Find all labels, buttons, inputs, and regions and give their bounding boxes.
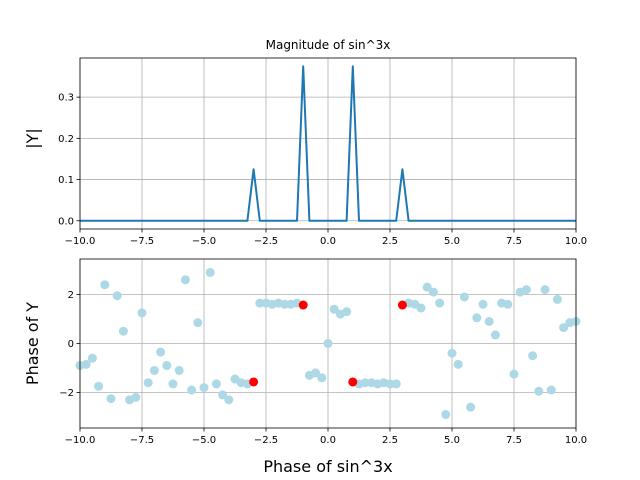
phase-point-s0-68 bbox=[521, 285, 531, 295]
phase-xtick-label-1: −7.5 bbox=[130, 435, 154, 446]
phase-point-s0-74 bbox=[559, 323, 569, 333]
phase-point-s0-47 bbox=[385, 379, 395, 389]
magnitude-series-line-0 bbox=[80, 65, 576, 222]
phase-point-s0-32 bbox=[280, 299, 290, 309]
phase-point-s0-69 bbox=[528, 351, 538, 361]
phase-point-s0-70 bbox=[534, 386, 544, 396]
phase-point-s0-71 bbox=[540, 285, 550, 295]
magnitude-ytick-label-0: 0.0 bbox=[58, 216, 74, 227]
phase-ytick-label-0: −2 bbox=[59, 388, 74, 399]
phase-xtick-label-7: 7.5 bbox=[506, 435, 522, 446]
magnitude-panel: Magnitude of sin^3x |Y| −10.0 −7.5 −5.0 −2.… bbox=[23, 38, 587, 247]
phase-point-s0-39 bbox=[329, 304, 339, 314]
magnitude-ytick-label-2: 0.2 bbox=[58, 134, 74, 145]
phase-point-s0-52 bbox=[422, 282, 432, 292]
magnitude-ytick-label-3: 0.3 bbox=[58, 93, 74, 104]
phase-point-s1-0 bbox=[249, 377, 259, 387]
phase-xlabel: Phase of sin^3x bbox=[263, 457, 392, 476]
phase-xtick-label-2: −5.0 bbox=[192, 435, 216, 446]
phase-xtick-label-4: 0.0 bbox=[320, 435, 336, 446]
magnitude-ylabel: |Y| bbox=[23, 128, 42, 149]
phase-point-s0-53 bbox=[428, 287, 438, 297]
magnitude-xtick-label-7: 7.5 bbox=[506, 236, 522, 247]
phase-point-s0-9 bbox=[131, 392, 141, 402]
phase-point-s0-5 bbox=[106, 394, 116, 404]
phase-point-s0-13 bbox=[156, 347, 166, 357]
phase-point-s1-3 bbox=[397, 300, 407, 310]
phase-point-s0-73 bbox=[552, 294, 562, 304]
phase-panel: Phase of sin^3x Phase of Y −10.0 −7.5 −5.0… bbox=[23, 258, 587, 476]
phase-xtick-label-3: −2.5 bbox=[254, 435, 278, 446]
phase-point-s0-20 bbox=[199, 383, 209, 393]
phase-point-s0-15 bbox=[168, 379, 178, 389]
phase-xtick-label-0: −10.0 bbox=[65, 435, 96, 446]
phase-point-s0-38 bbox=[323, 339, 333, 348]
phase-xtick-label-5: 2.5 bbox=[382, 435, 398, 446]
phase-point-s0-48 bbox=[391, 379, 401, 389]
phase-ylabel: Phase of Y bbox=[23, 302, 42, 385]
phase-point-s0-24 bbox=[224, 395, 234, 405]
phase-point-s0-23 bbox=[218, 390, 228, 400]
phase-point-s0-61 bbox=[478, 299, 488, 309]
magnitude-xtick-label-4: 0.0 bbox=[320, 236, 336, 247]
phase-point-s1-1 bbox=[298, 300, 308, 310]
phase-point-s0-28 bbox=[255, 298, 265, 308]
magnitude-xtick-label-0: −10.0 bbox=[65, 236, 96, 247]
phase-point-s0-63 bbox=[490, 330, 500, 340]
magnitude-xtick-label-5: 2.5 bbox=[382, 236, 398, 247]
phase-point-s0-2 bbox=[87, 353, 97, 363]
phase-point-s0-65 bbox=[503, 299, 513, 309]
magnitude-xtick-label-3: −2.5 bbox=[254, 236, 278, 247]
phase-xtick-label-8: 10.0 bbox=[565, 435, 587, 446]
phase-point-s0-4 bbox=[100, 280, 110, 290]
magnitude-ytick-label-1: 0.1 bbox=[58, 175, 74, 186]
phase-point-s0-72 bbox=[546, 385, 556, 395]
phase-point-s0-57 bbox=[453, 359, 463, 369]
phase-point-s0-41 bbox=[342, 307, 352, 317]
phase-point-s0-11 bbox=[143, 378, 153, 388]
phase-point-s0-6 bbox=[112, 291, 122, 301]
phase-point-s0-51 bbox=[416, 303, 426, 313]
phase-point-s0-43 bbox=[360, 378, 370, 388]
phase-point-s1-2 bbox=[348, 377, 358, 387]
magnitude-title: Magnitude of sin^3x bbox=[266, 38, 391, 52]
phase-point-s0-1 bbox=[81, 359, 91, 369]
phase-point-s0-66 bbox=[509, 369, 519, 379]
phase-point-s0-55 bbox=[441, 410, 451, 420]
phase-point-s0-22 bbox=[211, 379, 221, 389]
phase-point-s0-58 bbox=[459, 292, 469, 302]
phase-point-s0-10 bbox=[137, 308, 147, 318]
magnitude-xtick-label-8: 10.0 bbox=[565, 236, 587, 247]
phase-point-s0-3 bbox=[94, 381, 104, 391]
phase-point-s0-17 bbox=[180, 275, 190, 285]
phase-point-s0-12 bbox=[149, 365, 159, 375]
phase-point-s0-56 bbox=[447, 348, 457, 358]
phase-point-s0-16 bbox=[174, 365, 184, 375]
phase-point-s0-37 bbox=[317, 373, 327, 383]
phase-ytick-label-2: 2 bbox=[68, 290, 74, 301]
magnitude-xtick-label-1: −7.5 bbox=[130, 236, 154, 247]
phase-point-s0-14 bbox=[162, 361, 172, 371]
phase-point-s0-54 bbox=[435, 298, 445, 308]
phase-point-s0-36 bbox=[311, 368, 321, 378]
magnitude-xtick-label-6: 5.0 bbox=[444, 236, 460, 247]
phase-point-s0-59 bbox=[466, 402, 476, 412]
phase-point-s0-18 bbox=[187, 385, 197, 395]
magnitude-xtick-label-2: −5.0 bbox=[192, 236, 216, 247]
phase-point-s0-21 bbox=[205, 267, 215, 277]
phase-point-s0-7 bbox=[118, 326, 128, 336]
phase-ytick-label-1: 0 bbox=[68, 339, 74, 350]
phase-point-s0-19 bbox=[193, 318, 203, 328]
phase-point-s0-62 bbox=[484, 316, 494, 326]
phase-point-s0-60 bbox=[472, 313, 482, 323]
phase-xtick-label-6: 5.0 bbox=[444, 435, 460, 446]
